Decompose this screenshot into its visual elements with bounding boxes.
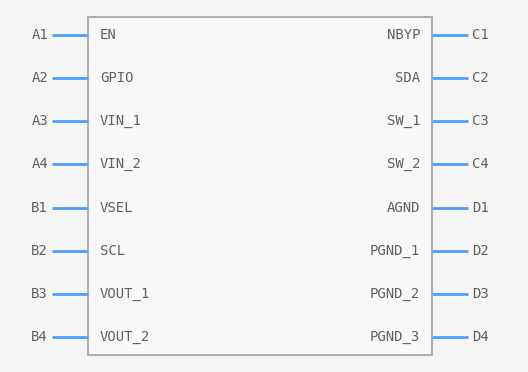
Text: GPIO: GPIO [100,71,134,85]
Text: C3: C3 [472,114,489,128]
Text: A1: A1 [31,28,48,42]
Text: B4: B4 [31,330,48,344]
Text: B2: B2 [31,244,48,258]
Text: SW_2: SW_2 [386,157,420,171]
Text: NBYP: NBYP [386,28,420,42]
Text: VIN_1: VIN_1 [100,114,142,128]
Text: VOUT_1: VOUT_1 [100,287,150,301]
Text: C1: C1 [472,28,489,42]
Text: PGND_1: PGND_1 [370,244,420,258]
Text: PGND_2: PGND_2 [370,287,420,301]
Text: B1: B1 [31,201,48,215]
Text: A3: A3 [31,114,48,128]
Text: D3: D3 [472,287,489,301]
Text: VSEL: VSEL [100,201,134,215]
Text: A4: A4 [31,157,48,171]
Text: D4: D4 [472,330,489,344]
Text: SCL: SCL [100,244,125,258]
Text: D1: D1 [472,201,489,215]
Text: C2: C2 [472,71,489,85]
Text: B3: B3 [31,287,48,301]
Text: VIN_2: VIN_2 [100,157,142,171]
Text: AGND: AGND [386,201,420,215]
Text: A2: A2 [31,71,48,85]
Text: D2: D2 [472,244,489,258]
Text: VOUT_2: VOUT_2 [100,330,150,344]
Bar [88,17,432,355]
Text: SDA: SDA [395,71,420,85]
Text: PGND_3: PGND_3 [370,330,420,344]
Text: SW_1: SW_1 [386,114,420,128]
Text: C4: C4 [472,157,489,171]
Text: EN: EN [100,28,117,42]
